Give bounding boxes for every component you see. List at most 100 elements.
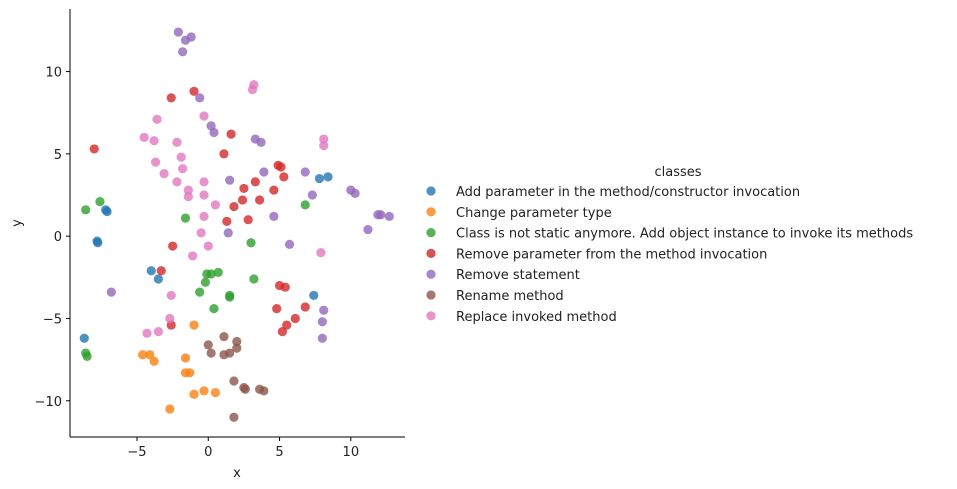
point-s1-9 xyxy=(199,386,209,396)
point-s4-17 xyxy=(319,305,329,315)
point-s1-4 xyxy=(180,353,191,363)
point-s3-8 xyxy=(226,129,236,139)
point-s3-20 xyxy=(279,172,289,182)
legend-label-3: Remove parameter from the method invocat… xyxy=(456,247,767,262)
point-s4-25 xyxy=(384,211,394,222)
point-s2-14 xyxy=(249,274,259,284)
point-s1-6 xyxy=(185,368,195,378)
point-s4-18 xyxy=(317,317,327,327)
point-s0-4 xyxy=(93,238,103,248)
legend-marker-3 xyxy=(426,248,436,258)
point-s3-3 xyxy=(168,241,178,251)
point-s4-13 xyxy=(269,211,279,222)
legend-label-0: Add parameter in the method/constructor … xyxy=(456,185,800,200)
legend: classes Add parameter in the method/cons… xyxy=(426,165,913,325)
point-s4-4 xyxy=(186,32,196,42)
point-s2-6 xyxy=(200,277,211,287)
point-s4-15 xyxy=(300,167,310,177)
point-s4-0 xyxy=(106,287,116,297)
point-s4-16 xyxy=(307,190,317,200)
y-tick-label-2: 0 xyxy=(54,230,62,245)
point-s6-1 xyxy=(142,328,152,338)
point-s0-6 xyxy=(153,274,163,284)
point-s3-1 xyxy=(156,266,166,276)
point-s3-12 xyxy=(243,215,253,225)
legend-marker-0 xyxy=(426,186,436,196)
point-s0-0 xyxy=(79,333,89,343)
legend-label-5: Rename method xyxy=(456,289,564,304)
y-tick-label-1: −5 xyxy=(43,312,62,327)
point-s3-11 xyxy=(239,183,249,194)
point-s6-6 xyxy=(159,169,169,179)
point-s3-5 xyxy=(189,86,199,96)
point-s3-16 xyxy=(272,304,282,314)
point-s6-19 xyxy=(199,111,209,121)
legend-label-6: Replace invoked method xyxy=(456,310,617,325)
point-s5-6 xyxy=(229,412,239,422)
point-s4-12 xyxy=(259,167,269,177)
point-s3-24 xyxy=(300,302,310,312)
point-s6-9 xyxy=(172,137,182,147)
point-s5-5 xyxy=(229,376,239,386)
legend-label-4: Remove statement xyxy=(456,268,580,283)
point-s1-2 xyxy=(149,356,159,366)
point-s3-22 xyxy=(282,320,292,330)
x-tick-label-1: 0 xyxy=(204,445,212,460)
x-tick-label-3: 10 xyxy=(343,445,360,460)
point-s6-7 xyxy=(165,313,175,324)
point-s3-0 xyxy=(89,144,99,154)
legend-title: classes xyxy=(654,165,701,180)
point-s0-5 xyxy=(146,266,156,276)
point-s4-19 xyxy=(317,333,327,343)
point-s4-5 xyxy=(195,93,205,103)
point-s2-5 xyxy=(195,287,205,297)
point-s6-8 xyxy=(166,290,176,301)
point-s6-4 xyxy=(152,114,162,124)
point-s3-21 xyxy=(280,282,290,292)
point-s3-23 xyxy=(290,313,300,324)
y-tick-label-3: 5 xyxy=(54,148,62,163)
x-tick-label-0: −5 xyxy=(127,445,146,460)
point-s1-7 xyxy=(189,320,199,330)
point-s5-7 xyxy=(232,336,242,347)
y-ticks: −10 −5 0 5 10 xyxy=(35,66,70,410)
point-s3-25 xyxy=(276,162,286,172)
point-s6-12 xyxy=(178,164,188,174)
point-s2-8 xyxy=(206,269,216,279)
point-s2-10 xyxy=(213,267,223,277)
point-s1-1 xyxy=(145,350,155,360)
point-s6-17 xyxy=(199,190,209,200)
point-s3-19 xyxy=(277,327,288,337)
point-s6-20 xyxy=(199,211,209,222)
legend-marker-6 xyxy=(426,311,436,321)
point-s2-2 xyxy=(82,351,92,361)
y-axis-label: y xyxy=(10,219,25,227)
x-ticks: −5 0 5 10 xyxy=(127,437,359,460)
point-s6-14 xyxy=(183,192,193,202)
point-s2-13 xyxy=(246,238,256,248)
point-s3-10 xyxy=(237,195,248,205)
point-s3-14 xyxy=(254,195,265,205)
point-s5-8 xyxy=(232,343,242,353)
point-s1-3 xyxy=(165,404,175,414)
point-s5-10 xyxy=(240,384,250,394)
point-s4-21 xyxy=(350,188,360,198)
point-s0-8 xyxy=(314,173,325,184)
point-s4-11 xyxy=(256,137,266,147)
legend-marker-4 xyxy=(426,269,436,279)
point-s6-10 xyxy=(172,177,182,187)
point-s6-11 xyxy=(176,152,186,162)
point-s6-21 xyxy=(203,241,213,251)
point-s6-13 xyxy=(183,185,193,195)
point-s6-5 xyxy=(153,327,163,337)
point-s4-9 xyxy=(225,175,235,185)
point-s3-13 xyxy=(250,177,260,187)
point-s5-12 xyxy=(259,386,269,396)
x-axis-label: x xyxy=(233,466,241,481)
point-s3-15 xyxy=(269,185,279,195)
point-s4-7 xyxy=(209,127,219,138)
data-points xyxy=(79,27,394,422)
point-s1-0 xyxy=(138,350,148,360)
point-s2-15 xyxy=(300,200,310,210)
